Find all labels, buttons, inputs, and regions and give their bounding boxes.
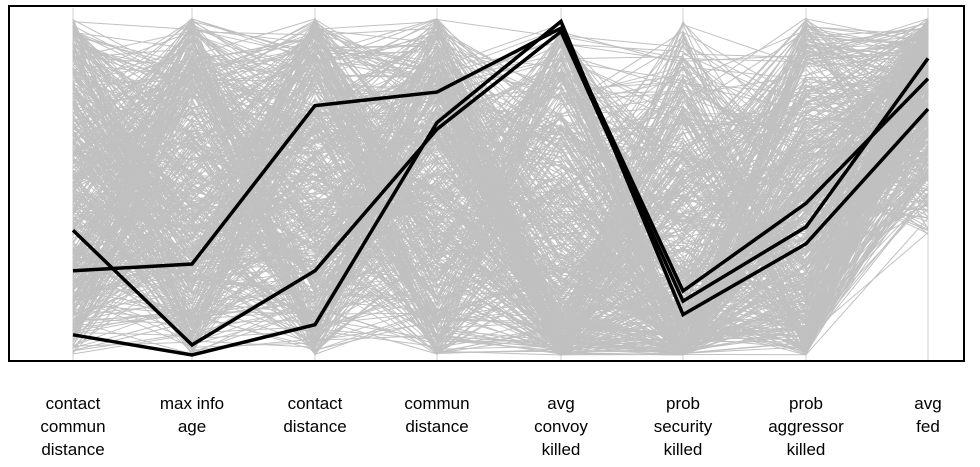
axis-label-line: fed <box>916 417 940 436</box>
background-series-line <box>72 27 929 347</box>
background-series-line <box>72 21 929 341</box>
background-series-line <box>72 32 929 344</box>
background-series-line <box>72 31 929 351</box>
background-series-line <box>72 22 929 341</box>
background-series-line <box>72 43 929 353</box>
background-series-line <box>72 48 929 353</box>
background-series-line <box>72 24 929 307</box>
highlighted-series-line-1 <box>72 18 930 357</box>
axis-label-line: commun <box>404 394 469 413</box>
axis-label-line: avg <box>547 394 574 413</box>
background-series-line <box>72 59 929 337</box>
axis-label-line: commun <box>40 417 105 436</box>
background-series-line <box>72 21 929 274</box>
background-series-line <box>72 37 929 348</box>
background-series-line <box>72 66 929 346</box>
background-series-line <box>72 19 929 282</box>
background-series-line <box>72 18 929 356</box>
axis-label-line: contact <box>46 394 101 413</box>
plot-frame <box>8 5 965 362</box>
axis-label-line: distance <box>41 440 104 459</box>
axis-label-line: contact <box>288 394 343 413</box>
background-series-line <box>72 31 929 301</box>
axis-label-line: security <box>654 417 713 436</box>
axis-label-1: contact commun distance <box>40 394 105 459</box>
background-series-line <box>72 134 929 289</box>
background-series-line <box>72 116 929 354</box>
background-series-line <box>72 57 929 356</box>
background-series-line <box>72 63 929 350</box>
background-series-line <box>72 50 929 349</box>
background-series-line <box>72 131 929 354</box>
background-series-line <box>72 68 929 352</box>
highlighted-series-line-3 <box>72 25 930 294</box>
background-series-line <box>72 113 929 350</box>
highlighted-series-line-2 <box>71 28 930 348</box>
background-series-line <box>72 33 929 356</box>
background-series-line <box>72 20 929 209</box>
background-series-line <box>72 19 929 345</box>
axis-label-line: distance <box>283 417 346 436</box>
background-series-line <box>72 66 929 293</box>
axis-label-line: prob <box>789 394 823 413</box>
axis-label-line: killed <box>542 440 581 459</box>
axis-label-7: prob aggressor killed <box>768 394 844 459</box>
background-series-line <box>72 56 929 323</box>
axis-label-3: contact distance <box>283 394 346 436</box>
axis-label-2: max info age <box>160 394 224 436</box>
background-series-line <box>72 84 929 355</box>
background-series-line <box>72 22 929 280</box>
background-series-line <box>72 24 929 289</box>
highlighted-series <box>71 18 930 357</box>
background-series-line <box>72 34 929 354</box>
background-series-line <box>72 30 929 353</box>
background-series-line <box>72 87 929 312</box>
axis-labels: contact commun distance max info age contact d… <box>40 394 941 459</box>
background-series-line <box>72 172 929 350</box>
axis-label-6: prob security killed <box>654 394 713 459</box>
background-series-line <box>72 78 929 355</box>
axis-label-5: avg convoy killed <box>534 394 588 459</box>
background-series-line <box>72 18 929 342</box>
axis-label-4: commun distance <box>404 394 469 436</box>
background-series-line <box>72 18 929 356</box>
axis-label-8: avg fed <box>914 394 941 436</box>
background-series-line <box>72 81 929 248</box>
axis-label-line: distance <box>405 417 468 436</box>
axis-label-line: killed <box>664 440 703 459</box>
background-series-line <box>72 49 929 356</box>
background-series-line <box>72 32 929 353</box>
background-series-line <box>72 44 929 340</box>
axis-label-line: aggressor <box>768 417 844 436</box>
background-series-line <box>72 48 929 338</box>
background-series-line <box>72 69 929 356</box>
background-series-line <box>72 55 929 347</box>
background-series-line <box>72 41 929 318</box>
axis-label-line: avg <box>914 394 941 413</box>
axis-label-line: max info <box>160 394 224 413</box>
axis-label-line: killed <box>787 440 826 459</box>
background-series-line <box>72 70 929 354</box>
background-series-line <box>72 31 929 349</box>
axis-label-line: prob <box>666 394 700 413</box>
axis-label-line: convoy <box>534 417 588 436</box>
background-series-line <box>72 26 929 325</box>
background-series-line <box>72 35 929 355</box>
background-series-line <box>72 48 929 322</box>
background-series-line <box>72 48 929 346</box>
axis-label-line: age <box>178 417 206 436</box>
